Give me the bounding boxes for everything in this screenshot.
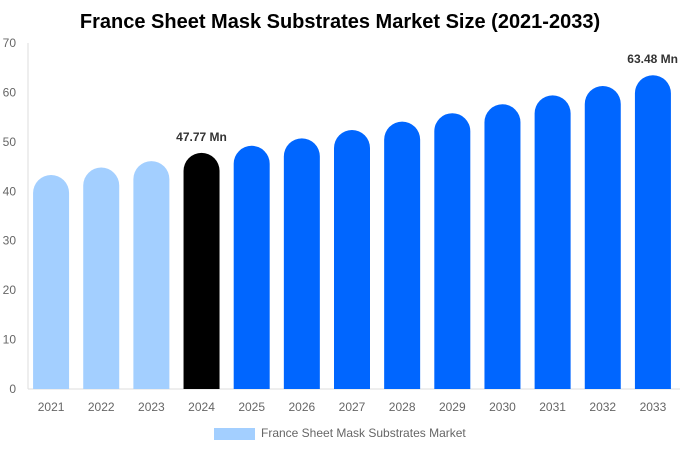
- x-tick-label: 2028: [389, 400, 416, 414]
- bar-2029[interactable]: [434, 113, 471, 389]
- y-tick-label: 0: [9, 382, 16, 396]
- bar-2026[interactable]: [283, 138, 320, 389]
- y-tick-label: 20: [3, 283, 17, 297]
- x-tick-label: 2027: [339, 400, 366, 414]
- data-label-2024: 47.77 Mn: [176, 130, 227, 144]
- legend[interactable]: France Sheet Mask Substrates Market: [214, 426, 466, 440]
- y-tick-label: 40: [3, 184, 17, 198]
- x-axis: 2021 2022 2023 2024 2025 2026 2027 2028 2029 2030…: [38, 400, 667, 414]
- bar-2030[interactable]: [484, 104, 521, 389]
- chart-title: France Sheet Mask Substrates Market Size…: [80, 11, 600, 33]
- y-tick-label: 50: [3, 135, 17, 149]
- legend-label: France Sheet Mask Substrates Market: [261, 426, 466, 440]
- bar-2022[interactable]: [83, 167, 120, 389]
- x-tick-label: 2030: [489, 400, 516, 414]
- bar-2024[interactable]: [183, 152, 220, 389]
- data-labels: 47.77 Mn 63.48 Mn: [176, 52, 678, 144]
- bar-2021[interactable]: [33, 174, 70, 389]
- y-tick-label: 70: [3, 36, 17, 50]
- y-tick-label: 60: [3, 85, 17, 99]
- legend-swatch: [214, 428, 255, 440]
- x-tick-label: 2022: [88, 400, 115, 414]
- bar-2027[interactable]: [334, 129, 370, 389]
- x-tick-label: 2023: [138, 400, 165, 414]
- bar-2031[interactable]: [534, 95, 571, 389]
- x-tick-label: 2029: [439, 400, 466, 414]
- bar-2025[interactable]: [233, 145, 270, 389]
- x-tick-label: 2026: [288, 400, 315, 414]
- bar-2023[interactable]: [133, 161, 170, 389]
- x-tick-label: 2031: [539, 400, 566, 414]
- y-tick-label: 10: [3, 333, 17, 347]
- x-tick-label: 2032: [589, 400, 616, 414]
- bar-2032[interactable]: [584, 86, 621, 389]
- bar-2033[interactable]: [634, 75, 671, 390]
- x-tick-label: 2033: [640, 400, 667, 414]
- bar-2028[interactable]: [384, 121, 421, 390]
- x-tick-label: 2021: [38, 400, 65, 414]
- bars: [33, 75, 671, 390]
- x-tick-label: 2024: [188, 400, 215, 414]
- y-tick-label: 30: [3, 234, 17, 248]
- x-tick-label: 2025: [238, 400, 265, 414]
- data-label-2033: 63.48 Mn: [627, 52, 678, 66]
